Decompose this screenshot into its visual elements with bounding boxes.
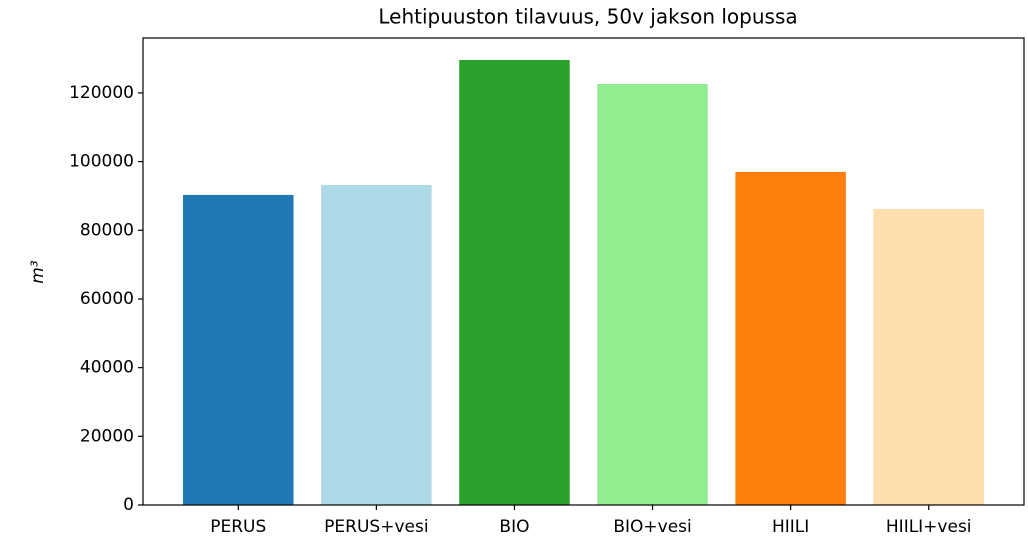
y-axis-label: m³ bbox=[28, 260, 48, 284]
x-tick-label: HIILI bbox=[772, 517, 809, 537]
bar bbox=[735, 171, 846, 505]
y-tick-label: 80000 bbox=[80, 220, 134, 240]
y-tick-label: 120000 bbox=[69, 83, 134, 103]
y-tick-label: 0 bbox=[123, 495, 134, 515]
x-tick-label: BIO bbox=[499, 517, 529, 537]
chart-title: Lehtipuuston tilavuus, 50v jakson lopuss… bbox=[378, 5, 797, 29]
bar bbox=[321, 184, 432, 505]
bar bbox=[459, 59, 570, 505]
y-tick-label: 100000 bbox=[69, 152, 134, 172]
x-tick-label: HIILI+vesi bbox=[886, 517, 972, 537]
y-tick-label: 40000 bbox=[80, 358, 134, 378]
x-tick-label: PERUS+vesi bbox=[324, 517, 428, 537]
x-tick-label: BIO+vesi bbox=[613, 517, 691, 537]
y-tick-label: 20000 bbox=[80, 426, 134, 446]
bar bbox=[873, 209, 984, 506]
plot-frame bbox=[142, 37, 1025, 506]
bar bbox=[183, 194, 294, 506]
x-tick-label: PERUS bbox=[210, 517, 266, 537]
y-tick-label: 60000 bbox=[80, 289, 134, 309]
bar bbox=[597, 84, 708, 505]
